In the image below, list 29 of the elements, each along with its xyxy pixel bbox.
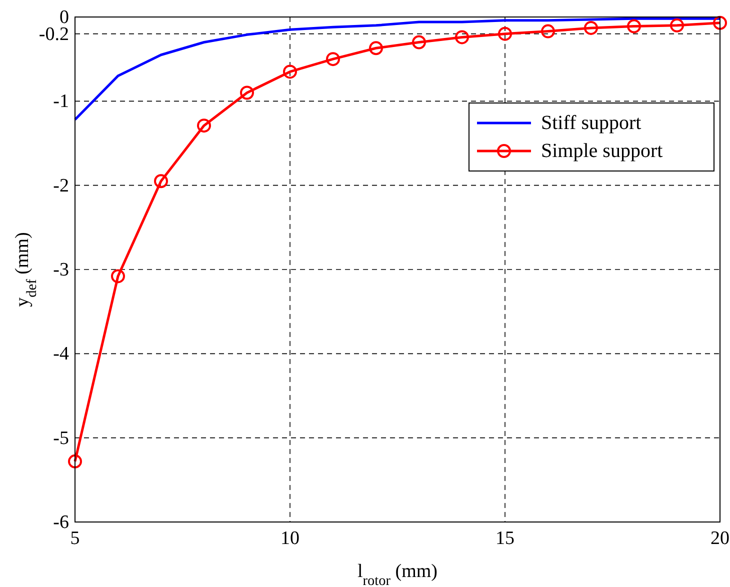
point: [670, 18, 684, 32]
point: [412, 35, 426, 50]
point: [111, 269, 125, 284]
point: [627, 19, 641, 34]
y-tick-label: -2: [53, 175, 69, 196]
x-axis-title: l$_{rotor}$ (mm): [358, 561, 438, 587]
point: [369, 41, 383, 56]
point: [541, 24, 555, 38]
point: [455, 30, 469, 44]
point: [283, 64, 297, 79]
y-tick-label: -3: [53, 260, 69, 280]
point: [240, 86, 254, 100]
y-tick-label: -1: [53, 91, 69, 112]
y-tick-label: -6: [53, 512, 69, 533]
x-tick-label: 10: [280, 528, 300, 549]
y-tick-label: -5: [53, 428, 69, 449]
point: [68, 454, 82, 468]
legend-label: Simple support: [541, 140, 664, 162]
point: [197, 118, 211, 133]
point: [498, 26, 512, 41]
x-tick-label: 20: [710, 528, 730, 549]
y-tick-label: -4: [53, 344, 70, 365]
x-tick-label: 5: [70, 528, 80, 549]
x-tick-label: 15: [496, 528, 514, 549]
point: [154, 174, 168, 188]
point: [326, 52, 340, 66]
legend-label: Stiff support: [541, 112, 642, 134]
point: [584, 20, 598, 35]
point: [713, 16, 727, 30]
